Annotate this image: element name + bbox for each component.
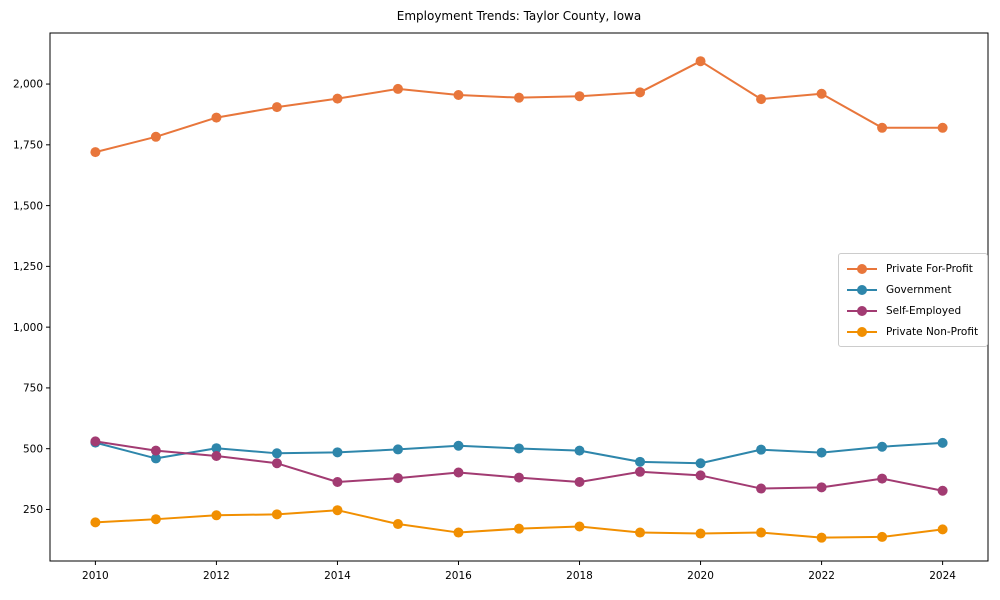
x-tick-label: 2014: [324, 570, 351, 582]
y-tick-label: 1,750: [13, 140, 43, 152]
y-tick-label: 1,000: [13, 322, 43, 334]
data-point: [816, 447, 827, 458]
data-point: [816, 88, 827, 99]
data-point: [816, 532, 827, 543]
data-point: [514, 472, 524, 483]
x-tick-label: 2022: [808, 570, 835, 582]
data-point: [877, 441, 888, 452]
data-point: [211, 443, 222, 454]
data-point: [635, 466, 646, 477]
data-point: [937, 122, 948, 133]
x-tick-label: 2016: [445, 570, 472, 582]
x-tick-label: 2012: [203, 570, 230, 582]
data-point: [211, 510, 222, 521]
data-point: [635, 527, 646, 538]
y-tick-label: 750: [23, 383, 43, 395]
data-point: [756, 94, 767, 105]
data-point: [877, 122, 888, 133]
data-point: [211, 112, 222, 123]
legend-item: Private Non-Profit: [847, 321, 978, 342]
data-point: [937, 485, 948, 496]
legend-marker-icon: [847, 263, 877, 274]
data-point: [271, 448, 282, 459]
data-point: [392, 83, 403, 94]
data-point: [392, 519, 403, 530]
data-point: [756, 444, 767, 455]
data-point: [392, 444, 403, 455]
data-point: [816, 482, 827, 493]
data-point: [514, 443, 524, 454]
data-point: [453, 89, 464, 100]
data-point: [271, 458, 282, 469]
data-point: [756, 483, 767, 494]
chart-title: Employment Trends: Taylor County, Iowa: [396, 9, 642, 23]
y-tick-label: 1,250: [13, 261, 43, 273]
data-point: [332, 93, 343, 104]
x-tick-label: 2018: [566, 570, 593, 582]
data-point: [574, 521, 585, 532]
data-point: [332, 505, 343, 516]
data-point: [877, 531, 888, 542]
data-point: [332, 476, 343, 487]
data-point: [756, 527, 767, 538]
data-point: [695, 458, 706, 469]
legend: Private For-Profit Government Self-Employe…: [838, 253, 989, 347]
data-point: [150, 453, 161, 464]
data-point: [574, 476, 585, 487]
data-point: [271, 102, 282, 113]
data-point: [695, 56, 706, 67]
data-point: [150, 445, 161, 456]
data-point: [453, 527, 464, 538]
data-point: [514, 92, 524, 103]
legend-marker-icon: [847, 284, 877, 295]
legend-item: Self-Employed: [847, 300, 978, 321]
data-point: [332, 447, 343, 458]
x-tick-label: 2024: [929, 570, 956, 582]
data-point: [695, 528, 706, 539]
y-tick-label: 2,000: [13, 79, 43, 91]
y-tick-label: 250: [23, 504, 43, 516]
legend-label: Self-Employed: [886, 304, 962, 317]
y-tick-label: 1,500: [13, 200, 43, 212]
data-point: [392, 473, 403, 484]
data-point: [937, 524, 948, 535]
x-tick-label: 2010: [82, 570, 109, 582]
data-point: [90, 147, 101, 158]
x-tick-label: 2020: [687, 570, 714, 582]
data-point: [937, 437, 948, 448]
legend-item: Private For-Profit: [847, 258, 978, 279]
legend-label: Government: [886, 283, 952, 296]
legend-label: Private For-Profit: [886, 262, 973, 275]
legend-marker-icon: [847, 326, 877, 337]
data-point: [574, 445, 585, 456]
legend-label: Private Non-Profit: [886, 325, 979, 338]
data-point: [453, 467, 464, 478]
data-point: [635, 87, 646, 98]
legend-item: Government: [847, 279, 978, 300]
data-point: [211, 450, 222, 461]
data-point: [695, 470, 706, 481]
data-point: [635, 456, 646, 467]
data-point: [574, 91, 585, 102]
data-point: [150, 514, 161, 525]
data-point: [90, 517, 101, 528]
y-tick-label: 500: [23, 443, 43, 455]
data-point: [150, 131, 161, 142]
data-point: [877, 473, 888, 484]
data-point: [90, 436, 101, 447]
series-line: [94, 60, 944, 154]
data-point: [514, 523, 524, 534]
legend-marker-icon: [847, 305, 877, 316]
data-point: [271, 509, 282, 520]
data-point: [453, 440, 464, 451]
